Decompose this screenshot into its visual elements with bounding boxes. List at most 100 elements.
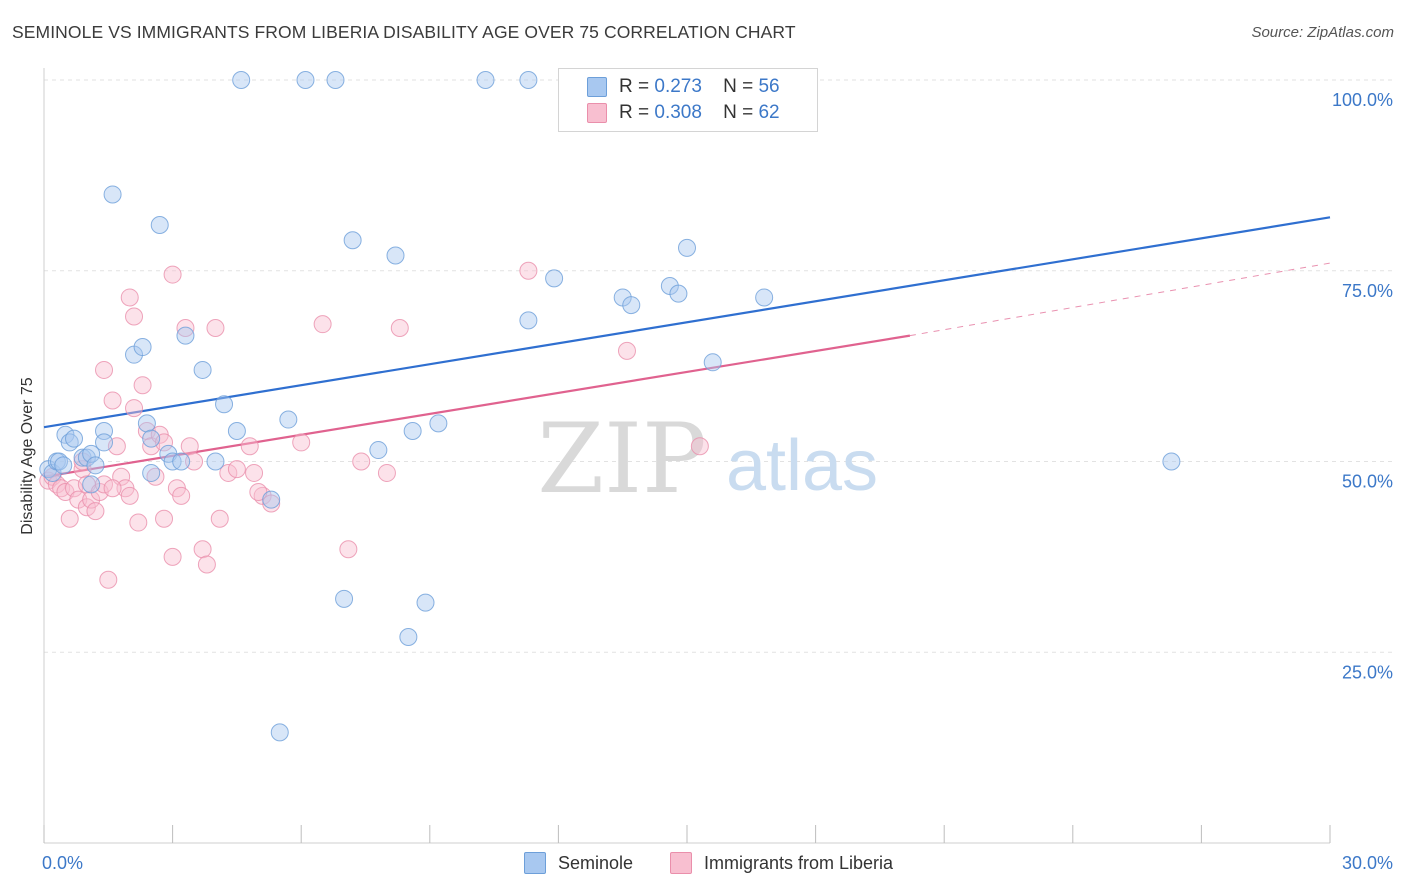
liberia-point bbox=[163, 265, 182, 284]
correlation-legend: R = 0.273 N = 56 R = 0.308 N = 62 bbox=[558, 68, 818, 132]
seminole-point bbox=[172, 452, 191, 471]
series-legend: Seminole Immigrants from Liberia bbox=[0, 852, 1406, 876]
liberia-point bbox=[219, 463, 238, 482]
n-label: N = bbox=[723, 76, 754, 97]
seminole-point bbox=[150, 215, 169, 234]
seminole-point bbox=[403, 421, 422, 440]
seminole-point bbox=[82, 444, 101, 463]
legend-swatch-liberia bbox=[587, 103, 607, 123]
x-tick-label: 0.0% bbox=[42, 853, 83, 873]
liberia-point bbox=[60, 509, 79, 528]
seminole-point bbox=[545, 269, 564, 288]
watermark-atlas: atlas bbox=[726, 426, 878, 506]
liberia-point bbox=[206, 318, 225, 337]
liberia-point bbox=[99, 570, 118, 589]
legend-item-seminole: Seminole bbox=[524, 852, 633, 874]
seminole-point bbox=[142, 463, 161, 482]
grid-lines bbox=[44, 79, 1392, 653]
n-value: 62 bbox=[758, 102, 780, 123]
liberia-point bbox=[245, 463, 264, 482]
seminole-point bbox=[429, 414, 448, 433]
legend-text-liberia: R = 0.308 N = 62 bbox=[619, 102, 780, 124]
seminole-point bbox=[95, 433, 114, 452]
tick-labels: 25.0% 50.0% 75.0% 100.0% 0.0% 30.0% bbox=[42, 90, 1393, 873]
seminole-point bbox=[103, 185, 122, 204]
liberia-point bbox=[377, 463, 396, 482]
liberia-point bbox=[86, 502, 105, 521]
seminole-trend-line bbox=[43, 216, 1331, 429]
seminole-point bbox=[335, 589, 354, 608]
data-points bbox=[39, 71, 1181, 742]
liberia-point bbox=[125, 399, 144, 418]
legend-swatch-seminole bbox=[587, 77, 607, 97]
liberia-point bbox=[129, 513, 148, 532]
seminole-point bbox=[65, 429, 84, 448]
seminole-point bbox=[227, 421, 246, 440]
r-value: 0.308 bbox=[654, 102, 702, 123]
r-label: R = bbox=[619, 102, 650, 123]
seminole-point bbox=[262, 490, 281, 509]
liberia-trend-line bbox=[43, 334, 911, 478]
liberia-point bbox=[163, 547, 182, 566]
seminole-point bbox=[476, 71, 495, 89]
liberia-trend-extension bbox=[909, 262, 1331, 337]
seminole-point bbox=[755, 288, 774, 307]
seminole-point bbox=[279, 410, 298, 429]
liberia-point bbox=[227, 460, 246, 479]
liberia-point bbox=[103, 479, 122, 498]
seminole-point bbox=[232, 71, 251, 89]
r-label: R = bbox=[619, 76, 650, 97]
liberia-point bbox=[155, 509, 174, 528]
liberia-point bbox=[95, 475, 114, 494]
seminole-point bbox=[622, 296, 641, 315]
seminole-point bbox=[678, 238, 696, 257]
y-tick-label: 25.0% bbox=[1342, 662, 1393, 682]
liberia-point bbox=[176, 318, 195, 337]
seminole-point bbox=[206, 452, 225, 471]
axes bbox=[43, 68, 1331, 844]
seminole-point bbox=[399, 627, 418, 646]
n-value: 56 bbox=[758, 76, 780, 97]
liberia-point bbox=[339, 540, 358, 559]
liberia-point bbox=[292, 433, 311, 452]
liberia-point bbox=[352, 452, 371, 471]
r-value: 0.273 bbox=[654, 76, 702, 97]
liberia-point bbox=[193, 540, 212, 559]
seminole-point bbox=[519, 71, 538, 89]
liberia-point bbox=[180, 437, 199, 456]
liberia-point bbox=[390, 318, 409, 337]
legend-label-liberia: Immigrants from Liberia bbox=[704, 852, 894, 873]
seminole-point bbox=[326, 71, 345, 89]
legend-label-seminole: Seminole bbox=[558, 852, 634, 873]
liberia-point bbox=[519, 261, 538, 280]
watermark-zip: ZIP bbox=[537, 403, 706, 515]
liberia-point bbox=[197, 555, 216, 574]
liberia-point bbox=[172, 486, 191, 505]
seminole-point bbox=[296, 71, 315, 89]
seminole-point bbox=[176, 326, 195, 345]
liberia-point bbox=[95, 360, 114, 379]
seminole-point bbox=[43, 463, 62, 482]
legend-swatch-seminole bbox=[524, 852, 546, 874]
seminole-point bbox=[215, 395, 234, 414]
liberia-point bbox=[262, 494, 281, 513]
seminole-point bbox=[416, 593, 435, 612]
liberia-point bbox=[617, 341, 636, 360]
liberia-point bbox=[103, 391, 122, 410]
seminole-point bbox=[133, 338, 152, 357]
y-tick-label: 50.0% bbox=[1342, 472, 1393, 492]
liberia-point bbox=[185, 452, 204, 471]
seminole-point bbox=[1162, 452, 1181, 471]
seminole-point bbox=[669, 284, 688, 303]
y-tick-label: 100.0% bbox=[1332, 90, 1393, 110]
liberia-point bbox=[240, 437, 259, 456]
liberia-point bbox=[120, 288, 139, 307]
seminole-point bbox=[343, 231, 362, 250]
legend-text-seminole: R = 0.273 N = 56 bbox=[619, 76, 780, 98]
seminole-point bbox=[369, 441, 388, 460]
seminole-point bbox=[193, 360, 212, 379]
trend-lines bbox=[43, 216, 1331, 478]
seminole-point bbox=[386, 246, 405, 265]
liberia-point bbox=[690, 437, 709, 456]
